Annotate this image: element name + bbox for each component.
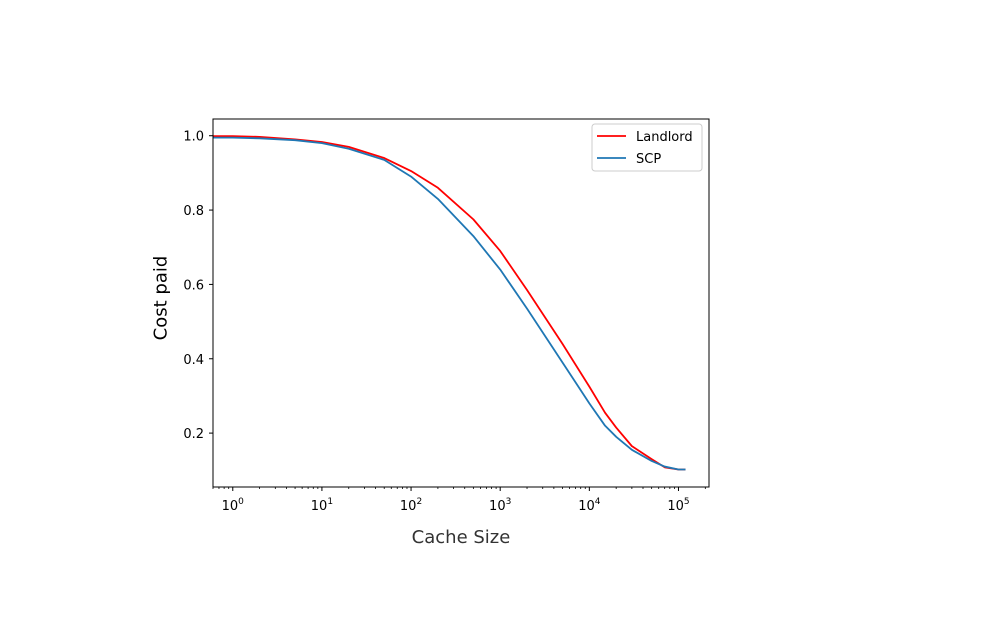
y-axis-label: Cost paid [150,256,171,341]
x-tick-label: 104 [578,497,601,514]
legend: Landlord SCP [591,123,703,172]
x-axis-label: Cache Size [412,527,511,548]
x-tick-label: 101 [311,497,333,514]
plot-frame [212,118,710,488]
y-tick-label: 0.2 [183,427,204,442]
y-tick-label: 0.8 [183,204,204,219]
y-tick-label: 0.4 [183,353,204,368]
x-tick-label: 105 [667,497,689,514]
y-tick-label: 0.6 [183,278,204,293]
axes: 100 101 102 103 104 105 0.2 0.4 0.6 0.8 1.0 [183,130,706,514]
x-tick-label: 103 [489,497,511,514]
x-tick-label: 102 [400,497,422,514]
chart-marks [213,135,686,471]
series-line-landlord [213,135,686,471]
x-tick-label: 100 [222,497,245,514]
legend-label: SCP [636,152,661,167]
series-line-scp [213,136,686,471]
y-tick-label: 1.0 [183,130,204,145]
legend-label: Landlord [636,130,693,145]
